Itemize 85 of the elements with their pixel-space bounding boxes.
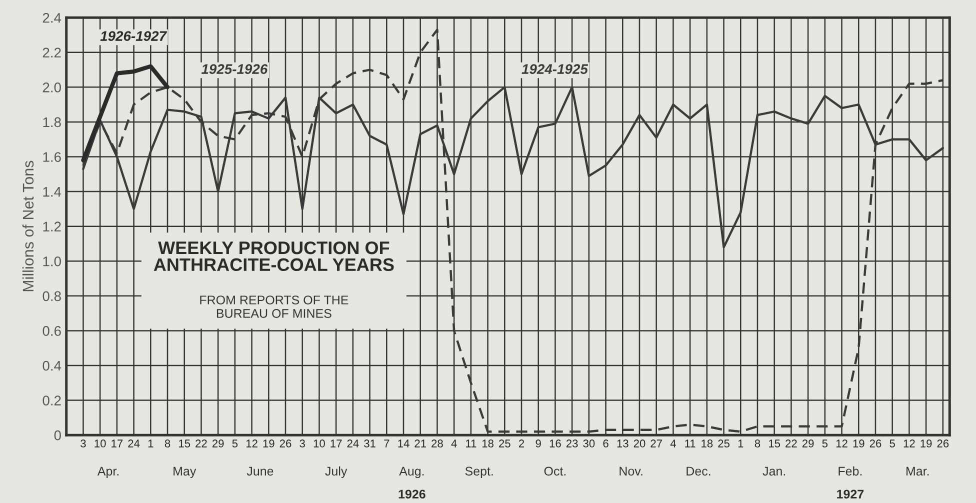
text: July [325,466,348,478]
x-tick-label: 29 [212,440,224,448]
x-tick-label: 14 [398,440,410,448]
y-tick-label: 1.2 [43,222,61,232]
x-tick-label: 28 [432,440,443,448]
x-tick-label: 19 [263,440,274,448]
x-tick-label: 12 [836,440,848,448]
x-tick-label: 15 [769,440,780,448]
text: Apr. [97,466,118,478]
x-tick-label: 24 [347,440,359,448]
y-tick-label: 1.0 [43,256,61,266]
x-tick-label: 22 [786,440,797,448]
text: Sept. [465,466,493,478]
y-tick-label: 0.8 [42,291,61,302]
y-axis-title: Millions of Net Tons [22,160,34,292]
x-tick-label: 19 [920,440,932,448]
y-tick-label: 1.8 [43,117,61,128]
text: Aug. [399,466,424,478]
y-tick-label: 0.6 [42,326,61,336]
x-tick-label: 12 [246,440,258,448]
x-tick-label: 25 [718,440,730,448]
x-tick-label: 3 [80,440,86,448]
text: Oct. [544,466,566,476]
y-tick-label: 0.2 [42,396,61,406]
x-tick-label: 11 [466,440,476,448]
x-tick-label: 5 [890,440,895,448]
x-tick-label: 11 [685,440,696,448]
text: May [174,466,196,478]
text: Nov. [620,466,642,476]
series-label: 1924-1925 [522,64,588,74]
x-tick-label: 22 [196,440,207,448]
x-tick-label: 5 [822,440,828,448]
text: 1926-1927 [100,31,168,41]
text: 1925-1926 [201,64,268,74]
x-tick-label: 16 [550,440,561,448]
y-tick-label: 2.0 [42,82,61,92]
x-tick-label: 7 [384,440,390,448]
x-tick-label: 24 [128,440,140,448]
x-tick-label: 4 [670,440,676,448]
x-tick-label: 17 [330,440,342,448]
x-tick-label: 26 [280,440,292,448]
x-tick-label: 27 [650,440,662,448]
text: FROM REPORTS OF THE BUREAU OF MINES [200,296,348,318]
x-tick-label: 1 [148,440,154,448]
x-tick-label: 10 [94,440,106,448]
x-tick-label: 9 [536,440,541,448]
y-tick-label: 1.4 [43,187,62,197]
x-tick-label: 21 [414,440,426,448]
x-tick-label: 13 [617,440,628,448]
text: Mar. [906,466,929,476]
x-tick-label: 29 [802,440,814,448]
text: WEEKLY PRODUCTION OF ANTHRACITE-COAL YEARS [154,241,394,272]
x-tick-label: 2 [518,440,524,448]
x-tick-label: 8 [754,440,760,448]
y-tick-label: 2.2 [42,48,61,58]
x-tick-label: 5 [232,440,238,448]
x-tick-label: 6 [603,440,608,448]
x-tick-label: 30 [583,440,595,448]
text: 1926 [398,490,426,499]
x-tick-label: 4 [451,440,457,448]
text: June [246,466,274,476]
x-tick-label: 23 [566,440,578,448]
x-tick-label: 20 [634,440,646,448]
x-tick-label: 19 [853,440,864,448]
x-tick-label: 18 [482,440,494,448]
x-tick-label: 10 [314,440,325,448]
text: Jan. [762,466,786,476]
x-tick-label: 12 [904,440,915,448]
x-tick-label: 8 [164,440,170,448]
x-tick-label: 3 [300,440,305,448]
x-tick-label: 26 [937,440,949,448]
y-tick-label: 0 [54,430,61,440]
y-tick-label: 0.4 [42,360,62,371]
y-tick-label: 1.6 [43,152,61,162]
x-tick-label: 18 [702,440,713,448]
text: Dec. [686,466,710,476]
x-tick-label: 31 [364,440,376,448]
x-tick-label: 25 [499,440,510,448]
x-tick-label: 17 [112,440,123,448]
x-tick-label: 1 [738,440,744,448]
x-tick-label: 26 [870,440,882,448]
x-tick-label: 15 [179,440,190,448]
y-tick-label: 2.4 [42,12,62,23]
text: Feb. [838,466,862,476]
text: 1927 [837,490,864,499]
